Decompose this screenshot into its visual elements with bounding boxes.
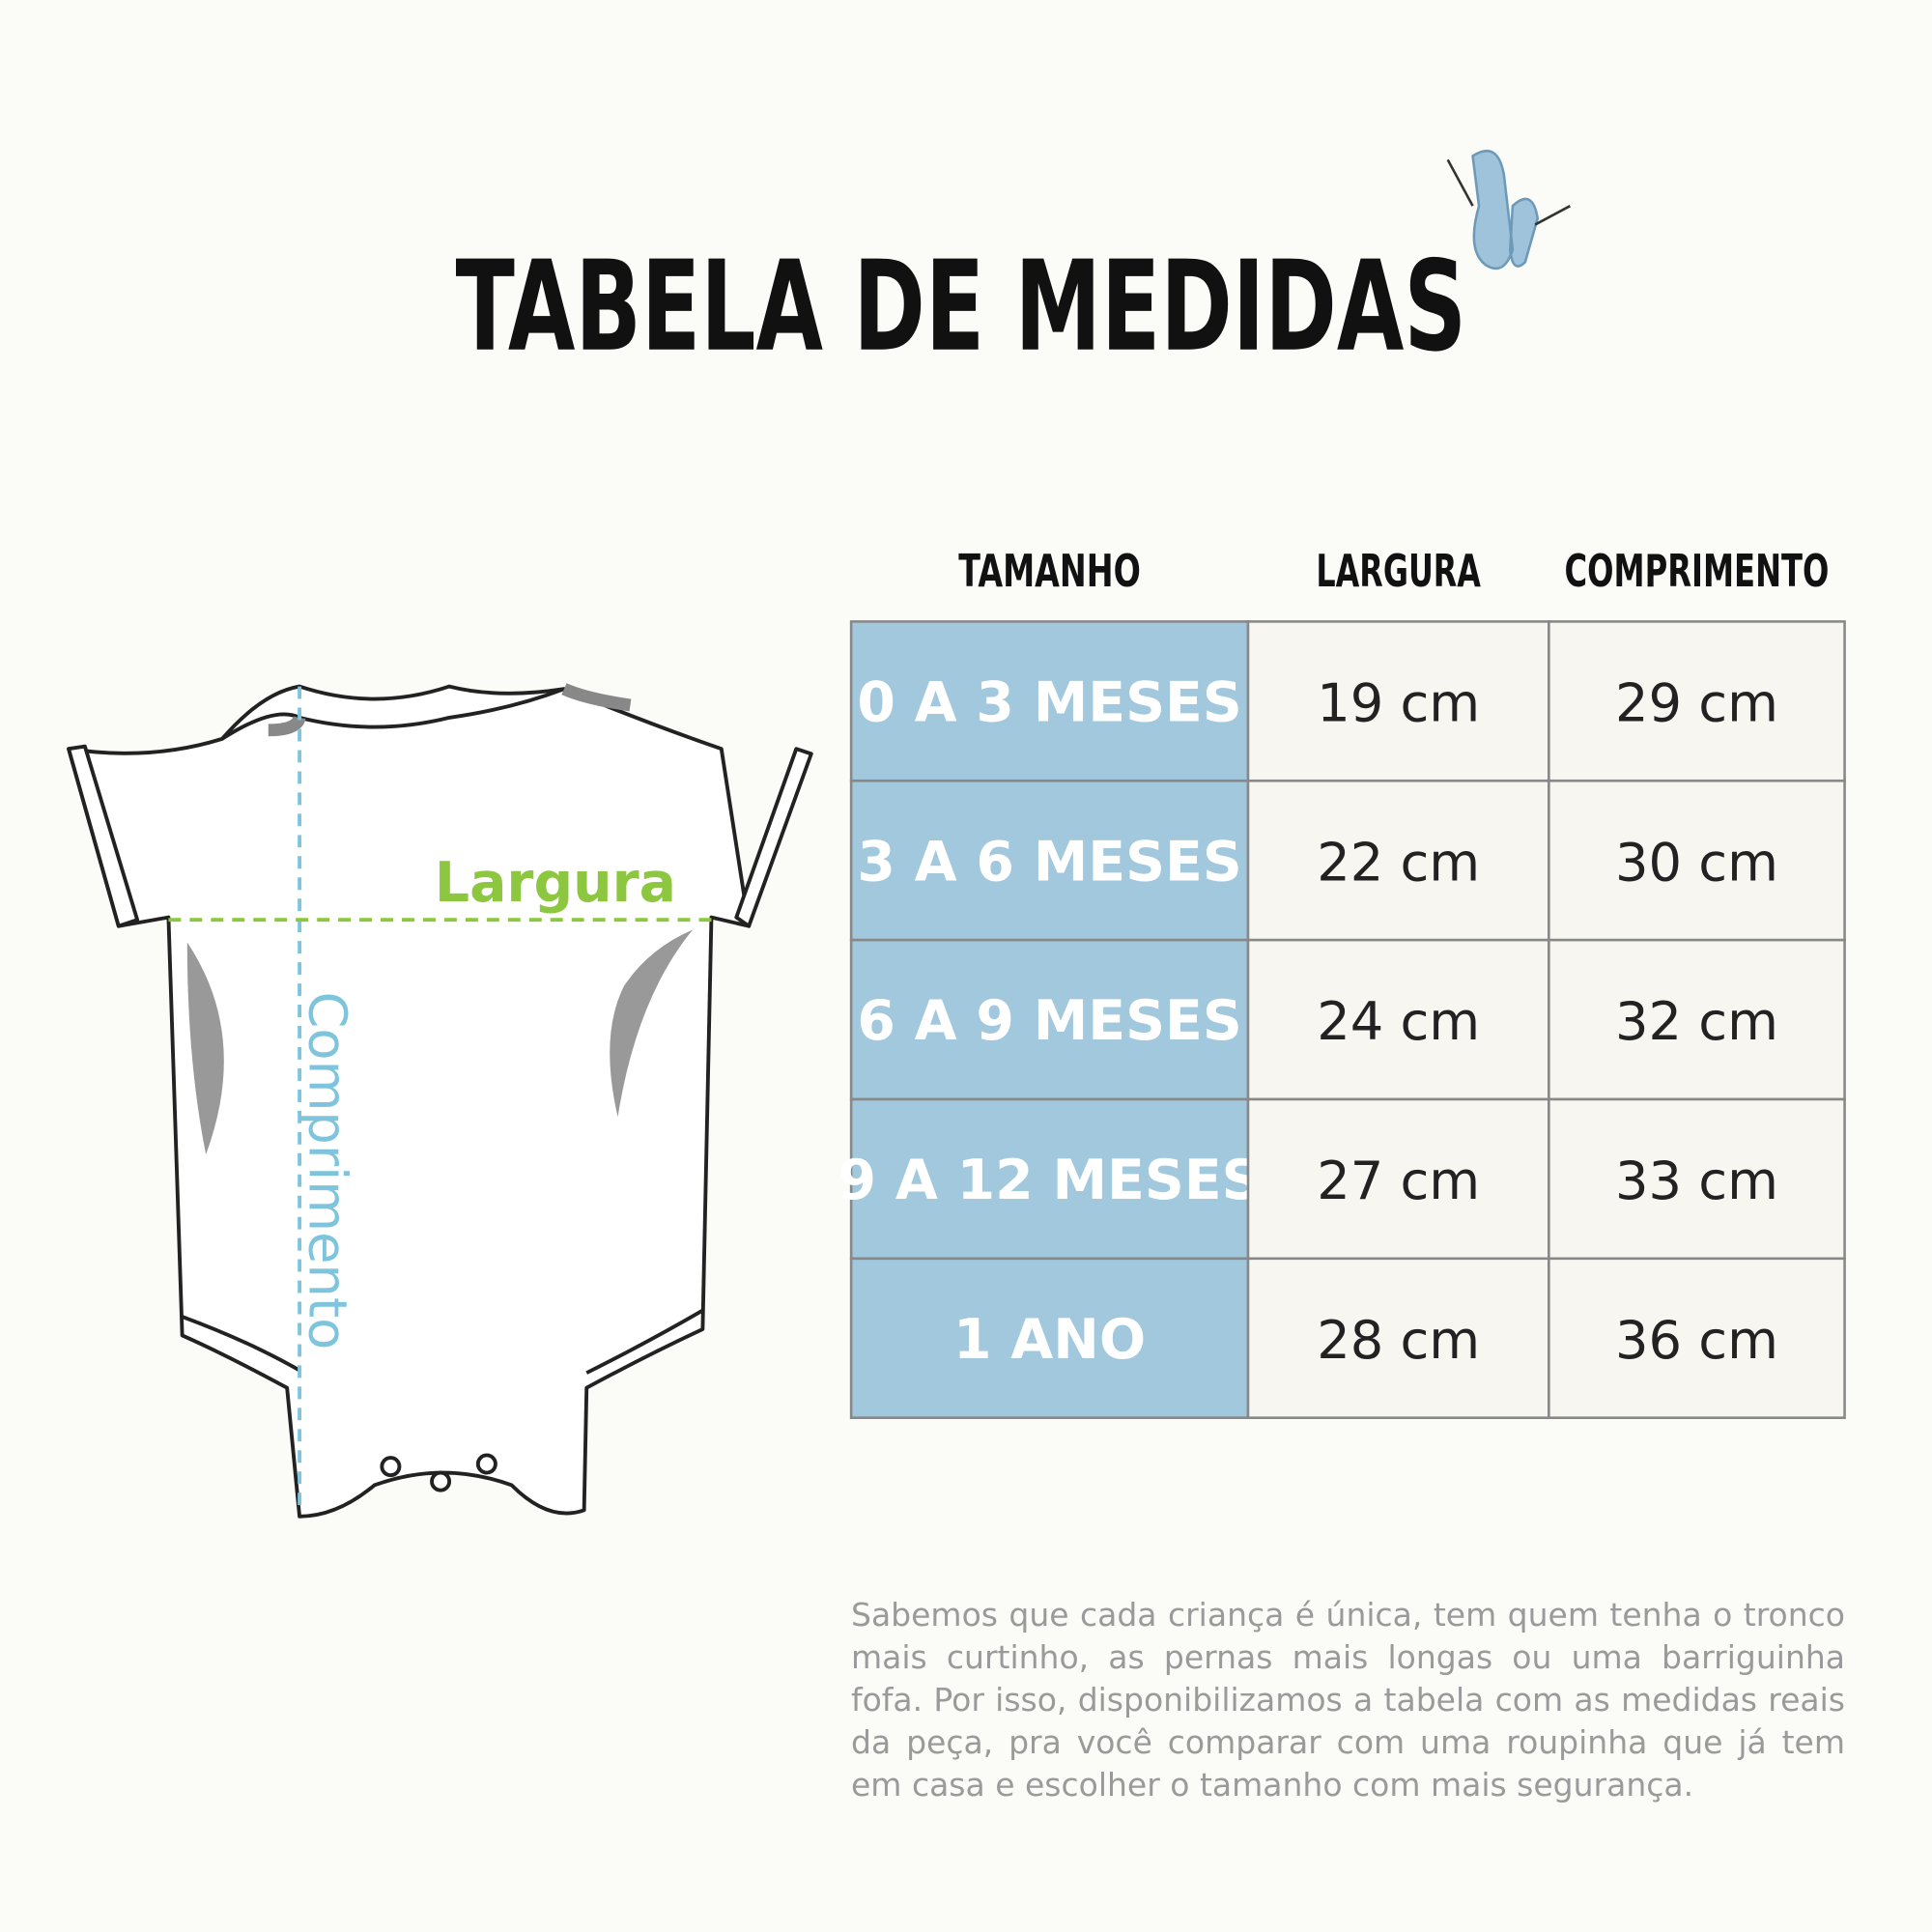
table-cell bbox=[1246, 938, 1550, 1101]
title: TABELA DE MEDIDAS bbox=[456, 235, 1467, 380]
table-cell bbox=[1246, 620, 1550, 782]
note: Sabemos que cada criança é única, tem qu… bbox=[851, 1596, 1845, 1804]
table-cell bbox=[1246, 1097, 1550, 1261]
table-cell bbox=[1548, 779, 1846, 942]
measure-value: 32 cm bbox=[1615, 991, 1778, 1052]
column-header: COMPRIMENTO bbox=[1565, 545, 1830, 597]
measure-value: 36 cm bbox=[1615, 1310, 1778, 1371]
measure-value: 22 cm bbox=[1317, 832, 1480, 893]
table-cell bbox=[849, 779, 1250, 942]
measure-value: 28 cm bbox=[1317, 1310, 1480, 1371]
table-cell bbox=[1246, 779, 1550, 942]
table-cell bbox=[849, 620, 1250, 782]
onesie bbox=[67, 683, 813, 1519]
width-label: Largura bbox=[435, 851, 676, 915]
measure-value: 24 cm bbox=[1317, 991, 1480, 1052]
table-cell bbox=[1548, 1097, 1846, 1261]
table-cell bbox=[1548, 1257, 1846, 1419]
table-cell bbox=[849, 1097, 1250, 1261]
measure-value: 19 cm bbox=[1317, 673, 1480, 734]
table-cell bbox=[1548, 620, 1846, 782]
measure-value: 33 cm bbox=[1615, 1151, 1778, 1211]
measure-value: 29 cm bbox=[1615, 673, 1778, 734]
measure-value: 27 cm bbox=[1317, 1151, 1480, 1211]
measure-value: 30 cm bbox=[1615, 832, 1778, 893]
size-label: 1 ANO bbox=[953, 1308, 1146, 1372]
size-label: 9 A 12 MESES bbox=[838, 1149, 1262, 1212]
length-label: Comprimento bbox=[297, 991, 357, 1350]
table-cell bbox=[1548, 938, 1846, 1101]
mascot bbox=[1446, 150, 1571, 270]
size-label: 3 A 6 MESES bbox=[857, 830, 1241, 894]
table-cell bbox=[1246, 1257, 1550, 1419]
column-header: TAMANHO bbox=[958, 545, 1141, 597]
column-header: LARGURA bbox=[1316, 545, 1481, 597]
size-label: 6 A 9 MESES bbox=[857, 989, 1241, 1053]
table-cell bbox=[849, 1257, 1250, 1419]
table: TAMANHO LARGURA COMPRIMENTO 0 A 3 MESES 19 c… bbox=[838, 545, 1846, 1419]
size-label: 0 A 3 MESES bbox=[857, 671, 1241, 735]
